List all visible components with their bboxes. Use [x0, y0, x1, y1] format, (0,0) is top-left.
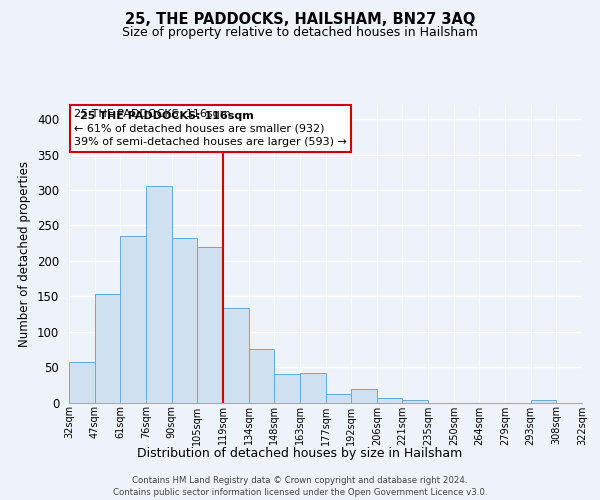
Bar	[531, 400, 556, 402]
Bar	[172, 238, 197, 402]
Text: Distribution of detached houses by size in Hailsham: Distribution of detached houses by size …	[137, 448, 463, 460]
Bar	[274, 374, 300, 402]
Text: Contains public sector information licensed under the Open Government Licence v3: Contains public sector information licen…	[113, 488, 487, 497]
Text: Size of property relative to detached houses in Hailsham: Size of property relative to detached ho…	[122, 26, 478, 39]
Bar	[248, 350, 274, 403]
Bar	[325, 394, 351, 402]
Bar	[351, 389, 377, 402]
Y-axis label: Number of detached properties: Number of detached properties	[19, 161, 31, 347]
Text: Contains HM Land Registry data © Crown copyright and database right 2024.: Contains HM Land Registry data © Crown c…	[132, 476, 468, 485]
Bar	[377, 398, 403, 402]
Bar	[121, 236, 146, 402]
Text: 25, THE PADDOCKS, HAILSHAM, BN27 3AQ: 25, THE PADDOCKS, HAILSHAM, BN27 3AQ	[125, 12, 475, 28]
Text: 25 THE PADDOCKS: 116sqm
← 61% of detached houses are smaller (932)
39% of semi-d: 25 THE PADDOCKS: 116sqm ← 61% of detache…	[74, 110, 347, 148]
Text: 25 THE PADDOCKS: 116sqm: 25 THE PADDOCKS: 116sqm	[80, 111, 254, 121]
Bar	[223, 308, 248, 402]
Bar	[69, 362, 95, 403]
Bar	[146, 186, 172, 402]
Bar	[403, 400, 428, 402]
Bar	[300, 373, 325, 402]
Bar	[197, 248, 223, 402]
Text: 25 THE PADDOCKS: 116sqm: 25 THE PADDOCKS: 116sqm	[80, 111, 254, 121]
Bar	[95, 294, 121, 403]
